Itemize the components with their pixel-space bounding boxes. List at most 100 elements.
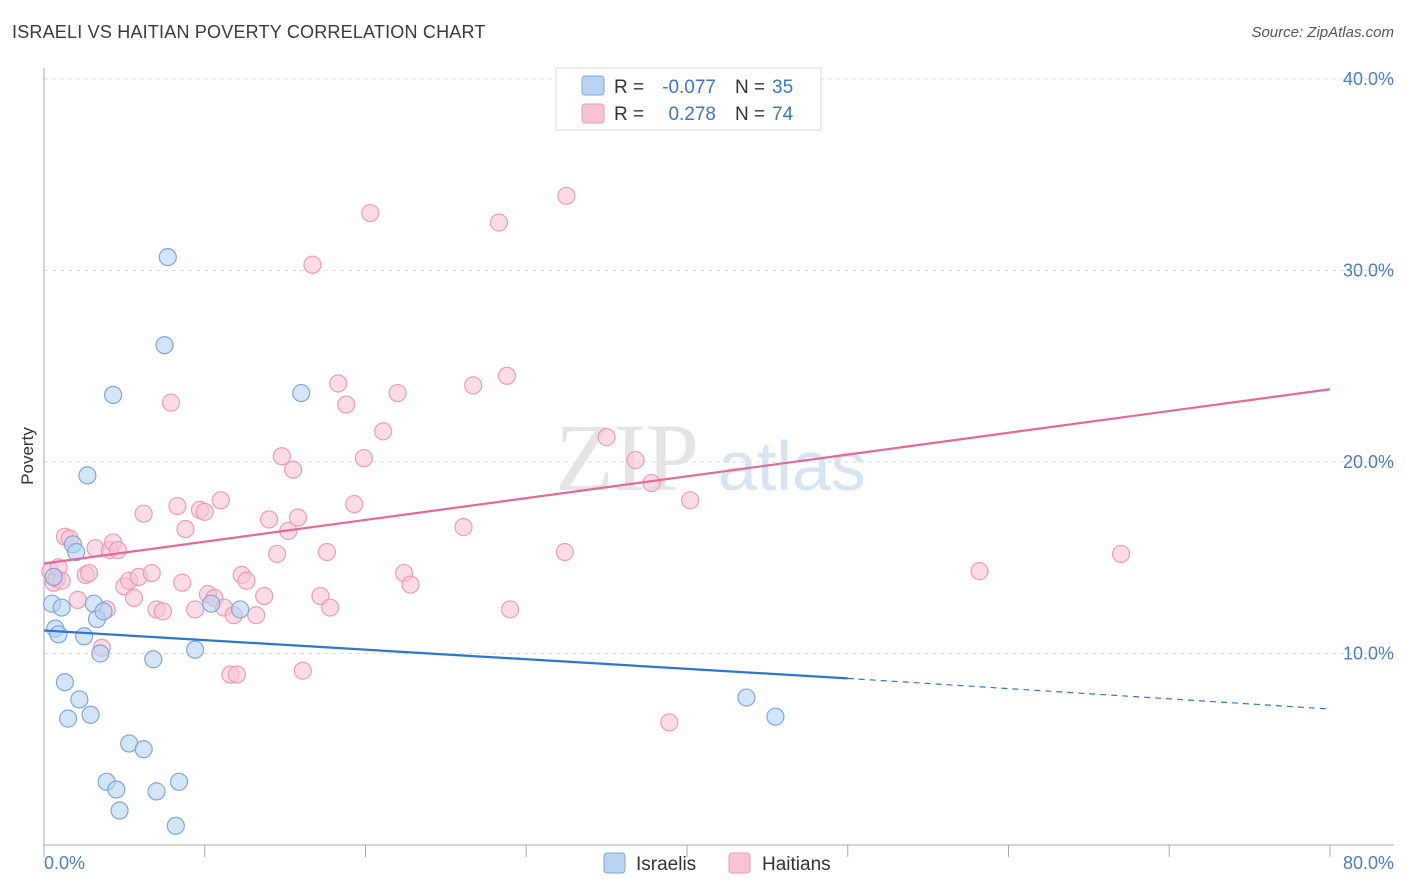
- legend-israelis-swatch: [581, 75, 605, 96]
- correlation-legend: R = -0.077 N = 35 R = 0.278 N = 74: [555, 67, 822, 131]
- haitians-point-7: [68, 590, 87, 609]
- haitians-point-69: [597, 428, 616, 447]
- israelis-point-17: [104, 385, 123, 405]
- legend-israelis-r-value: -0.077: [662, 77, 716, 98]
- israelis-point-25: [158, 247, 177, 267]
- y-tick-label-1: 20.0%: [1343, 452, 1394, 472]
- y-tick-labels: 10.0% 20.0% 30.0% 40.0%: [1343, 69, 1394, 664]
- haitians-point-28: [186, 600, 205, 619]
- israelis-point-9: [75, 627, 94, 646]
- haitians-point-49: [303, 255, 322, 274]
- israelis-point-11: [81, 705, 100, 724]
- y-tick-label-3: 40.0%: [1343, 69, 1394, 89]
- haitians-point-21: [142, 563, 161, 583]
- bottom-legend-haitians-swatch: [728, 852, 751, 874]
- haitians-point-54: [337, 395, 356, 414]
- haitians-point-23: [153, 602, 173, 621]
- haitians-point-24: [161, 393, 181, 412]
- israelis-point-33: [766, 707, 785, 726]
- israelis-trendline-extension: [847, 677, 1331, 710]
- x-tick-label-max: 80.0%: [1343, 853, 1394, 873]
- haitians-point-47: [288, 508, 308, 527]
- haitians-point-37: [227, 665, 246, 684]
- israelis-point-15: [94, 602, 113, 621]
- israelis-point-27: [169, 772, 189, 791]
- haitians-point-62: [454, 518, 473, 537]
- israelis-trendline: [43, 629, 848, 680]
- haitians-point-56: [354, 449, 373, 468]
- haitians-point-59: [388, 383, 407, 403]
- source-label: Source: ZipAtlas.com: [1251, 24, 1394, 41]
- y-axis-title: Poverty: [18, 427, 37, 485]
- haitians-point-27: [176, 519, 195, 539]
- israelis-point-22: [144, 650, 163, 669]
- haitians-point-53: [329, 374, 348, 393]
- haitians-point-46: [284, 460, 303, 479]
- haitians-point-9: [79, 563, 99, 583]
- x-tick-label-min: 0.0%: [44, 853, 85, 873]
- israelis-point-19: [110, 801, 129, 820]
- israelis-point-21: [134, 740, 153, 759]
- israelis-point-7: [67, 542, 86, 562]
- legend-haitians-swatch: [581, 103, 605, 124]
- haitians-point-25: [168, 496, 187, 516]
- legend-haitians-r-label: R =: [614, 104, 644, 125]
- haitians-point-18: [124, 588, 144, 608]
- x-axis-ticks: [43, 845, 1331, 857]
- israelis-point-24: [155, 336, 174, 355]
- haitians-point-26: [173, 573, 192, 592]
- legend-haitians-n-label: N =: [735, 104, 765, 125]
- haitians-point-44: [272, 447, 292, 466]
- israelis-point-8: [70, 690, 89, 709]
- legend-israelis-n-value: 35: [772, 77, 793, 98]
- legend-haitians-n-value: 74: [772, 104, 794, 125]
- haitians-point-72: [660, 713, 679, 732]
- israelis-point-3: [52, 598, 71, 617]
- haitians-point-68: [557, 186, 576, 205]
- haitians-point-52: [321, 598, 340, 617]
- legend-israelis-r-label: R =: [614, 77, 644, 98]
- watermark-atlas: atlas: [718, 427, 866, 505]
- haitians-trendline: [43, 388, 1331, 565]
- bottom-legend-israelis-label: Israelis: [636, 854, 696, 875]
- israelis-point-14: [91, 644, 110, 663]
- chart-title: ISRAELI VS HAITIAN POVERTY CORRELATION C…: [12, 22, 486, 42]
- haitians-point-15: [108, 540, 128, 560]
- haitians-point-67: [555, 542, 574, 562]
- haitians-point-40: [247, 606, 266, 625]
- haitians-point-33: [211, 491, 230, 510]
- israelis-point-10: [78, 466, 97, 485]
- haitians-point-61: [401, 575, 420, 594]
- haitians-point-63: [464, 376, 483, 395]
- haitians-point-75: [1111, 544, 1131, 564]
- haitians-point-43: [267, 544, 287, 564]
- haitians-point-66: [501, 600, 520, 619]
- trendlines: [43, 388, 1331, 710]
- israelis-point-4: [55, 673, 74, 692]
- haitians-point-70: [626, 450, 645, 470]
- haitians-point-55: [345, 495, 364, 514]
- israelis-point-23: [147, 782, 166, 801]
- legend-haitians-r-value: 0.278: [668, 104, 716, 125]
- israelis-point-26: [166, 816, 185, 835]
- israelis-point-32: [737, 688, 756, 707]
- series-legend: Israelis Haitians: [603, 852, 831, 875]
- bottom-legend-haitians-label: Haitians: [762, 854, 831, 875]
- haitians-point-51: [317, 542, 337, 562]
- watermark: ZIP atlas: [555, 404, 866, 511]
- haitians-point-57: [361, 203, 380, 223]
- israelis-point-29: [202, 594, 221, 613]
- israelis-point-2: [49, 625, 68, 644]
- haitians-point-41: [255, 586, 274, 606]
- haitians-point-73: [681, 491, 700, 510]
- bottom-legend-israelis-swatch: [603, 852, 626, 874]
- israelis-point-31: [292, 383, 311, 403]
- israelis-point-30: [231, 600, 250, 619]
- israelis-point-5: [59, 709, 78, 728]
- israelis-point-34: [44, 567, 63, 587]
- legend-israelis-n-label: N =: [735, 77, 765, 98]
- israelis-point-18: [107, 780, 126, 799]
- haitians-point-30: [195, 502, 214, 521]
- haitians-point-48: [293, 661, 312, 680]
